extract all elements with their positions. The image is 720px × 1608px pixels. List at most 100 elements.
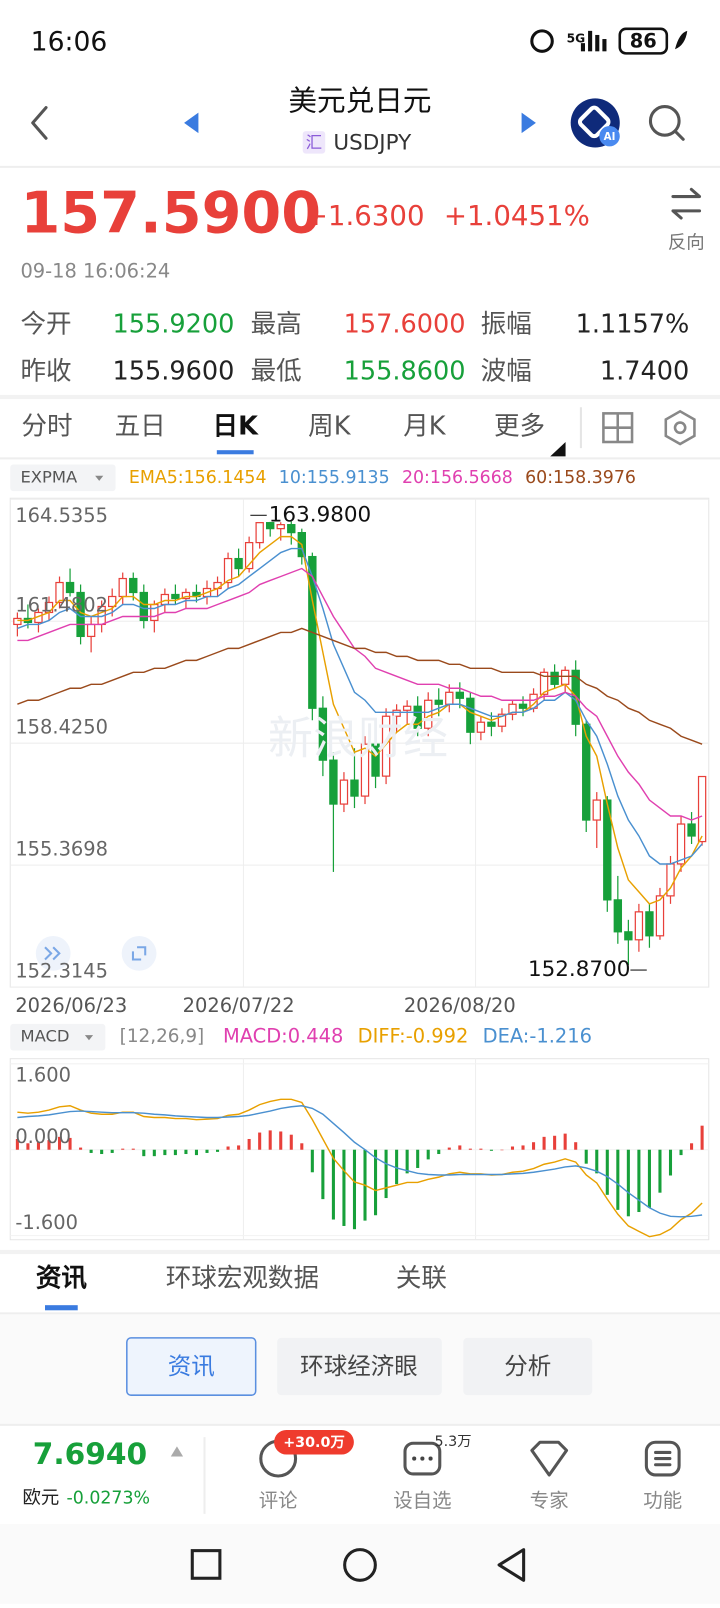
macd-bar xyxy=(521,1145,525,1150)
chart-tab[interactable]: 五日 xyxy=(115,412,166,442)
min-annotation: 152.8700 xyxy=(528,957,630,982)
macd-bar xyxy=(152,1149,156,1157)
search-icon[interactable] xyxy=(648,105,681,137)
macd-bar xyxy=(395,1149,399,1185)
indicator-line xyxy=(17,535,703,905)
ticker-price[interactable]: 7.6940 xyxy=(33,1436,147,1471)
stat-label: 最高 xyxy=(251,309,302,339)
candle-body xyxy=(413,705,422,729)
macd-bar xyxy=(110,1149,114,1153)
button[interactable] xyxy=(126,1337,257,1396)
candle-body xyxy=(539,671,549,695)
nav-label[interactable]: 专家 xyxy=(530,1489,569,1512)
legend-item: DEA:-1.216 xyxy=(483,1025,592,1048)
watch-icon[interactable] xyxy=(403,1441,442,1476)
indicator-select[interactable]: EXPMA xyxy=(20,467,78,486)
nav-label[interactable]: 设自选 xyxy=(393,1489,451,1512)
candle-body xyxy=(65,581,75,594)
recent-button[interactable] xyxy=(190,1549,222,1580)
indicator-line xyxy=(17,567,703,821)
candle-body xyxy=(13,617,22,626)
menu-icon[interactable] xyxy=(644,1440,681,1477)
chart-tab[interactable]: 日K xyxy=(213,412,260,442)
macd-bar xyxy=(532,1142,536,1150)
candle-body xyxy=(560,669,570,685)
macd-bar xyxy=(637,1149,641,1213)
macd-bar xyxy=(542,1136,546,1150)
macd-bar xyxy=(479,1148,483,1150)
y-tick-label: 0.000 xyxy=(15,1125,71,1148)
macd-bar xyxy=(258,1132,262,1150)
macd-bar xyxy=(690,1143,694,1150)
candle-body xyxy=(181,591,191,600)
macd-bar xyxy=(416,1149,420,1168)
home-button[interactable] xyxy=(343,1548,377,1582)
reverse-label[interactable]: 反向 xyxy=(668,233,705,254)
macd-bar xyxy=(605,1149,609,1195)
prev-icon[interactable] xyxy=(184,112,199,134)
y-tick-label: 1.600 xyxy=(15,1064,71,1087)
candle-body xyxy=(255,522,264,544)
macd-bar xyxy=(700,1125,704,1150)
candle-body xyxy=(697,775,707,843)
stat-label: 振幅 xyxy=(481,309,532,339)
macd-bar xyxy=(331,1149,335,1220)
candle-body xyxy=(634,911,644,941)
nav-label[interactable]: 评论 xyxy=(259,1489,298,1512)
chart-tab[interactable]: 月K xyxy=(403,412,447,442)
macd-bar xyxy=(321,1149,325,1200)
info-tab[interactable]: 环球宏观数据 xyxy=(166,1264,319,1294)
indicator-line xyxy=(17,547,703,865)
ai-badge: AI xyxy=(604,132,616,143)
candle-body xyxy=(160,593,170,606)
candle-body xyxy=(55,581,64,604)
y-tick-label: 161.4802 xyxy=(15,593,108,616)
button[interactable] xyxy=(277,1337,442,1396)
candle-body xyxy=(266,522,275,530)
chart-tab[interactable]: 更多 xyxy=(494,412,545,442)
candle-body xyxy=(497,713,507,727)
macd-bar xyxy=(100,1149,104,1155)
macd-bar xyxy=(563,1133,567,1150)
back-icon[interactable] xyxy=(31,106,48,140)
macd-bar xyxy=(500,1149,504,1151)
stat-value: 155.9200 xyxy=(113,309,235,339)
candle-body xyxy=(508,703,517,715)
candle-body xyxy=(234,557,243,570)
stat-value: 1.1157% xyxy=(576,309,690,339)
info-tab[interactable]: 关联 xyxy=(396,1264,447,1294)
settings-icon[interactable] xyxy=(664,409,696,446)
macd-bar xyxy=(647,1149,651,1208)
chart-tab[interactable]: 周K xyxy=(308,412,352,442)
candle-body xyxy=(687,823,696,837)
macd-bar xyxy=(216,1149,220,1152)
next-icon[interactable] xyxy=(521,112,536,134)
nav-label[interactable]: 功能 xyxy=(643,1489,682,1512)
info-tab[interactable]: 资讯 xyxy=(36,1264,88,1294)
ticker-name: 欧元 xyxy=(23,1487,60,1508)
macd-bar xyxy=(310,1149,314,1173)
candle-body xyxy=(455,691,465,699)
y-tick-label: 152.3145 xyxy=(15,959,108,982)
candle-body xyxy=(592,799,601,821)
candle-body xyxy=(624,931,633,941)
macd-bar xyxy=(89,1149,93,1153)
macd-bar xyxy=(205,1149,209,1153)
back-button[interactable] xyxy=(497,1548,526,1582)
macd-bar xyxy=(247,1138,251,1150)
candle-body xyxy=(466,697,475,733)
reverse-icon[interactable] xyxy=(671,187,702,220)
symbol: USDJPY xyxy=(333,130,412,155)
indicator-params: [12,26,9] xyxy=(120,1026,205,1047)
button[interactable] xyxy=(463,1337,593,1396)
expert-icon[interactable] xyxy=(530,1440,569,1477)
legend-item: MACD:0.448 xyxy=(223,1025,343,1048)
macd-bar xyxy=(237,1145,241,1150)
indicator-select[interactable]: MACD xyxy=(20,1027,69,1046)
candle-body xyxy=(244,541,254,570)
stat-label: 今开 xyxy=(20,309,71,339)
chart-tab[interactable]: 分时 xyxy=(21,412,72,442)
macd-bar xyxy=(279,1131,283,1150)
